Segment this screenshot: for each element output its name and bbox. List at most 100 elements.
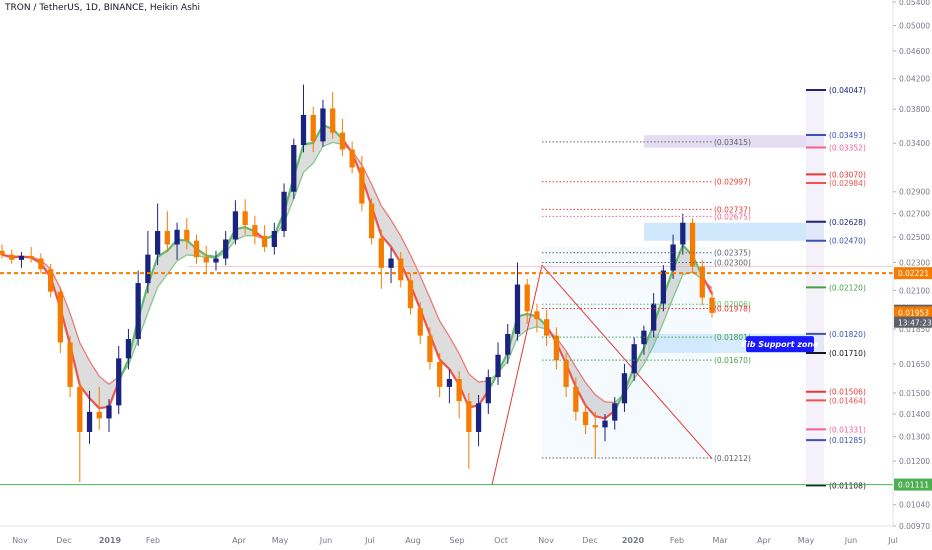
candle-body <box>602 420 608 428</box>
candle <box>378 229 384 289</box>
y-tick-label: 0.03800 <box>899 105 930 114</box>
fib-level: (0.01464) <box>806 396 866 405</box>
x-tick-label: Jul <box>364 536 375 545</box>
candle <box>320 99 326 147</box>
ma-slow-segment <box>157 273 168 288</box>
x-tick-label: Jul <box>887 536 898 545</box>
candle-body <box>427 335 433 363</box>
fib-level-label: (0.01978) <box>714 305 751 314</box>
x-tick-label: Feb <box>670 536 684 545</box>
candle <box>437 352 443 398</box>
candle-body <box>310 114 316 142</box>
fib-level: (0.03493) <box>806 131 866 140</box>
candle <box>495 342 501 385</box>
fib-level-label: (0.01108) <box>829 481 866 490</box>
x-tick-label: 2020 <box>622 536 645 545</box>
fib-level: (0.01331) <box>806 425 866 434</box>
candle-body <box>203 257 209 263</box>
ma-slow-segment <box>147 286 159 314</box>
x-tick-label: May <box>272 536 289 545</box>
y-axis: 0.05400 0.05000 0.04600 0.04200 0.03800 0.034… <box>892 0 932 531</box>
annotation-box <box>746 336 814 353</box>
ma-slow-segment <box>643 345 655 365</box>
candle <box>300 84 307 153</box>
candle-body <box>592 425 598 428</box>
candle <box>582 403 589 435</box>
candle <box>0 244 5 259</box>
x-tick-label: Aug <box>405 536 421 545</box>
y-tick-label: 0.01850 <box>899 325 930 334</box>
candle <box>232 200 239 245</box>
ma-slow-segment <box>517 329 528 338</box>
ma-slow-segment <box>633 363 645 380</box>
x-tick-label: 2019 <box>99 536 122 545</box>
fib-level-label: (0.03415) <box>714 138 751 147</box>
trendline-up <box>491 265 543 485</box>
annotations: Fib Support zone <box>742 336 819 353</box>
fib-level-label: (0.02300) <box>714 258 751 267</box>
candle-body <box>57 291 63 343</box>
candle <box>612 397 618 430</box>
candle <box>174 222 180 260</box>
fib-level: (0.02737) <box>542 205 751 214</box>
candle-body <box>573 386 579 412</box>
fib-level: (0.04047) <box>806 86 866 95</box>
candle-body <box>505 333 511 355</box>
fib-level: (0.02997) <box>542 178 751 187</box>
fib-level: (0.02675) <box>542 212 751 221</box>
x-tick-label: Sep <box>449 536 464 545</box>
candle <box>291 138 297 200</box>
candle-body <box>213 258 219 263</box>
candle <box>427 327 433 370</box>
candle <box>680 213 686 255</box>
y-tick-label: 0.01500 <box>899 389 930 398</box>
candle <box>514 262 521 341</box>
ma-slow-segment <box>371 183 382 207</box>
candle-body <box>18 255 25 260</box>
candle-body <box>388 258 394 268</box>
fib-level: (0.01670) <box>542 356 751 365</box>
ma-slow-segment <box>176 254 188 262</box>
candle <box>505 324 511 364</box>
candle <box>398 252 404 288</box>
fib-level: (0.01285) <box>806 436 866 445</box>
candle-body <box>368 203 375 239</box>
candle-body <box>125 339 132 359</box>
ma-slow-segment <box>468 373 479 383</box>
candle-body <box>417 308 423 336</box>
candle <box>621 363 628 412</box>
candle-body <box>184 229 190 241</box>
fib-level-label: (0.02375) <box>714 249 751 258</box>
candle-body <box>67 342 73 387</box>
fib-level-label: (0.01506) <box>829 388 866 397</box>
candle <box>349 141 355 174</box>
candle <box>145 230 151 294</box>
candle-body <box>689 222 696 267</box>
candle <box>417 302 423 345</box>
ma-slow-segment <box>594 394 606 403</box>
fib-level: (0.02120) <box>806 283 866 292</box>
candle-body <box>699 266 705 298</box>
candle-body <box>680 222 686 245</box>
y-tick-label: 0.01040 <box>899 501 930 510</box>
candle-body <box>398 258 404 281</box>
fib-levels: (0.04047) (0.03493) (0.03352) (0.03415) (0.0… <box>542 86 866 490</box>
countdown-text: 13:47:23 <box>898 319 932 328</box>
fib-level: (0.01710) <box>806 349 866 358</box>
candle <box>271 222 277 255</box>
fib-level-label: (0.03352) <box>829 144 866 153</box>
candle-body <box>154 230 161 255</box>
candle-body <box>670 244 676 271</box>
ma-slow-segment <box>439 320 450 337</box>
fib-level: (0.02984) <box>806 179 866 188</box>
trendlines <box>188 264 893 485</box>
fib-level-label: (0.04047) <box>829 86 866 95</box>
ma-slow-segment <box>653 321 664 346</box>
price-label-text: 0.02221 <box>898 269 929 278</box>
fib-level: (0.01978) <box>542 305 751 314</box>
candle-body <box>261 235 268 247</box>
x-tick-label: Feb <box>146 536 160 545</box>
candle-body <box>223 239 229 259</box>
fib-level: (0.02375) <box>542 249 751 258</box>
